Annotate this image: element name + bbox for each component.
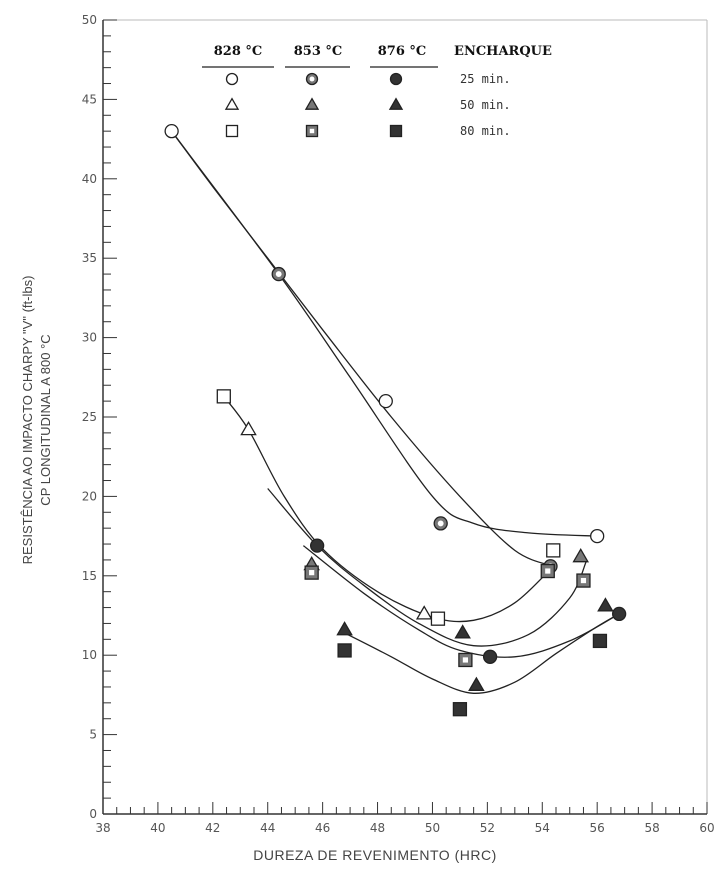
data-points [164, 124, 627, 717]
x-axis-title: DUREZA DE REVENIMENTO (HRC) [253, 847, 496, 863]
fit-curve [171, 130, 598, 537]
legend-temperature-header: 876 °C [378, 44, 427, 59]
data-point-triangle [572, 548, 589, 563]
data-point-triangle [415, 605, 433, 620]
legend-marker-triangle [224, 97, 240, 110]
axis-ticks [102, 19, 708, 815]
data-point-circle [611, 606, 627, 622]
fit-curve [171, 130, 554, 567]
data-point-square [458, 652, 473, 668]
y-tick-label: 10 [82, 648, 97, 662]
fit-curve [223, 396, 554, 623]
x-tick-label: 42 [205, 821, 220, 835]
legend: 828 °C 853 °C 876 °C ENCHARQUE 25 min. 50 min… [202, 44, 552, 138]
legend-marker-triangle [304, 97, 320, 110]
data-point-square [452, 702, 468, 717]
fit-curve [344, 613, 620, 694]
plot-frame [102, 19, 708, 815]
data-point-circle [590, 528, 605, 544]
legend-soak-header: ENCHARQUE [454, 44, 552, 59]
x-tick-label: 44 [260, 821, 275, 835]
y-tick-label: 40 [82, 172, 97, 186]
x-tick-label: 58 [644, 821, 659, 835]
y-tick-label: 25 [82, 410, 97, 424]
x-tick-label: 56 [590, 821, 605, 835]
legend-marker-circle [305, 72, 319, 86]
data-point-square [576, 573, 591, 588]
fit-curve [302, 545, 620, 658]
data-point-circle [309, 538, 325, 553]
data-point-square [592, 633, 608, 649]
legend-marker-square [305, 124, 319, 138]
y-tick-label: 5 [89, 728, 97, 742]
data-point-square [216, 389, 231, 404]
data-point-square [337, 643, 352, 658]
x-tick-label: 60 [699, 821, 714, 835]
data-point-triangle [454, 624, 471, 639]
data-point-square [540, 563, 555, 579]
legend-marker-circle [389, 72, 403, 86]
data-point-circle [433, 516, 448, 531]
legend-temperature-header: 828 °C [214, 44, 263, 59]
fit-curves [171, 130, 620, 694]
y-axis-title-line-1: RESISTÊNCIA AO IMPACTO CHARPY "V" (ft-lb… [20, 276, 35, 565]
y-tick-label: 35 [82, 251, 97, 265]
data-point-square [430, 611, 446, 626]
data-point-circle [271, 266, 286, 282]
y-tick-labels: 0 5 10 15 20 25 30 35 40 45 50 [82, 13, 97, 821]
legend-time-label: 80 min. [460, 124, 511, 138]
data-point-circle [164, 124, 179, 139]
x-tick-label: 40 [150, 821, 165, 835]
x-tick-label: 46 [315, 821, 330, 835]
y-tick-label: 50 [82, 13, 97, 27]
data-point-triangle [240, 420, 257, 436]
y-tick-label: 15 [82, 569, 97, 583]
y-tick-label: 45 [82, 92, 97, 106]
x-tick-label: 54 [535, 821, 550, 835]
legend-time-label: 50 min. [460, 98, 511, 112]
data-point-triangle [468, 676, 485, 691]
legend-marker-circle [225, 72, 239, 86]
y-tick-label: 20 [82, 489, 97, 503]
y-tick-label: 0 [89, 807, 97, 821]
legend-temperature-header: 853 °C [294, 44, 343, 59]
data-point-square [546, 543, 561, 558]
y-axis-title: RESISTÊNCIA AO IMPACTO CHARPY "V" (ft-lb… [20, 276, 53, 565]
x-tick-label: 38 [95, 821, 110, 835]
data-point-triangle [597, 597, 614, 612]
legend-marker-triangle [388, 97, 404, 110]
x-tick-label: 50 [425, 821, 440, 835]
x-tick-label: 48 [370, 821, 385, 835]
data-point-circle [378, 393, 393, 409]
x-tick-label: 52 [480, 821, 495, 835]
data-point-circle [482, 649, 498, 664]
data-point-square [304, 565, 319, 580]
legend-marker-square [225, 124, 239, 138]
legend-time-label: 25 min. [460, 72, 511, 86]
y-axis-title-line-2: CP LONGITUDINAL A 800 °C [38, 334, 53, 505]
y-tick-label: 30 [82, 331, 97, 345]
data-point-triangle [336, 621, 353, 636]
x-tick-labels: 38 40 42 44 46 48 50 52 54 56 58 60 [95, 821, 714, 835]
legend-marker-square [389, 124, 403, 138]
